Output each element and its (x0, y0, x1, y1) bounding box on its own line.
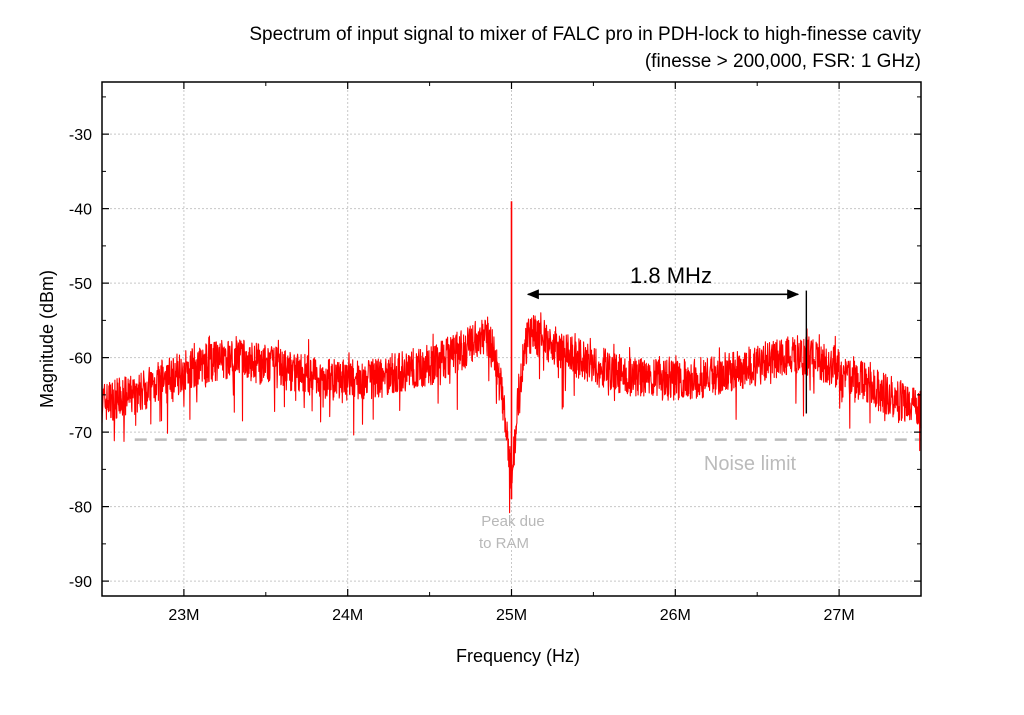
y-tick-label: -90 (69, 574, 92, 591)
chart-title-line2: (finesse > 200,000, FSR: 1 GHz) (645, 51, 921, 72)
y-axis-label: Magnitude (dBm) (37, 270, 57, 408)
annotation-layer (526, 289, 808, 414)
series-layer (101, 201, 922, 514)
y-tick-label: -70 (69, 425, 92, 442)
ram-label-line2: to RAM (479, 535, 529, 552)
y-tick-label: -80 (69, 500, 92, 517)
x-axis-ticks: 23M 24M 25M 26M 27M (101, 82, 922, 624)
y-tick-label: -60 (69, 351, 92, 368)
ram-label-line1: Peak due (481, 513, 544, 530)
noise-limit-label: Noise limit (704, 453, 797, 475)
x-tick-label: 25M (496, 607, 527, 624)
y-tick-label: -50 (69, 276, 92, 293)
x-axis-label: Frequency (Hz) (456, 646, 580, 666)
y-tick-label: -40 (69, 202, 92, 219)
x-tick-label: 23M (168, 607, 199, 624)
x-tick-label: 27M (824, 607, 855, 624)
x-tick-label: 24M (332, 607, 363, 624)
y-axis-ticks: -30 -40 -50 -60 -70 -80 -90 (69, 96, 921, 591)
x-tick-label: 26M (660, 607, 691, 624)
span-label: 1.8 MHz (630, 263, 712, 288)
y-tick-label: -30 (69, 127, 92, 144)
chart-title-line1: Spectrum of input signal to mixer of FAL… (249, 24, 921, 45)
